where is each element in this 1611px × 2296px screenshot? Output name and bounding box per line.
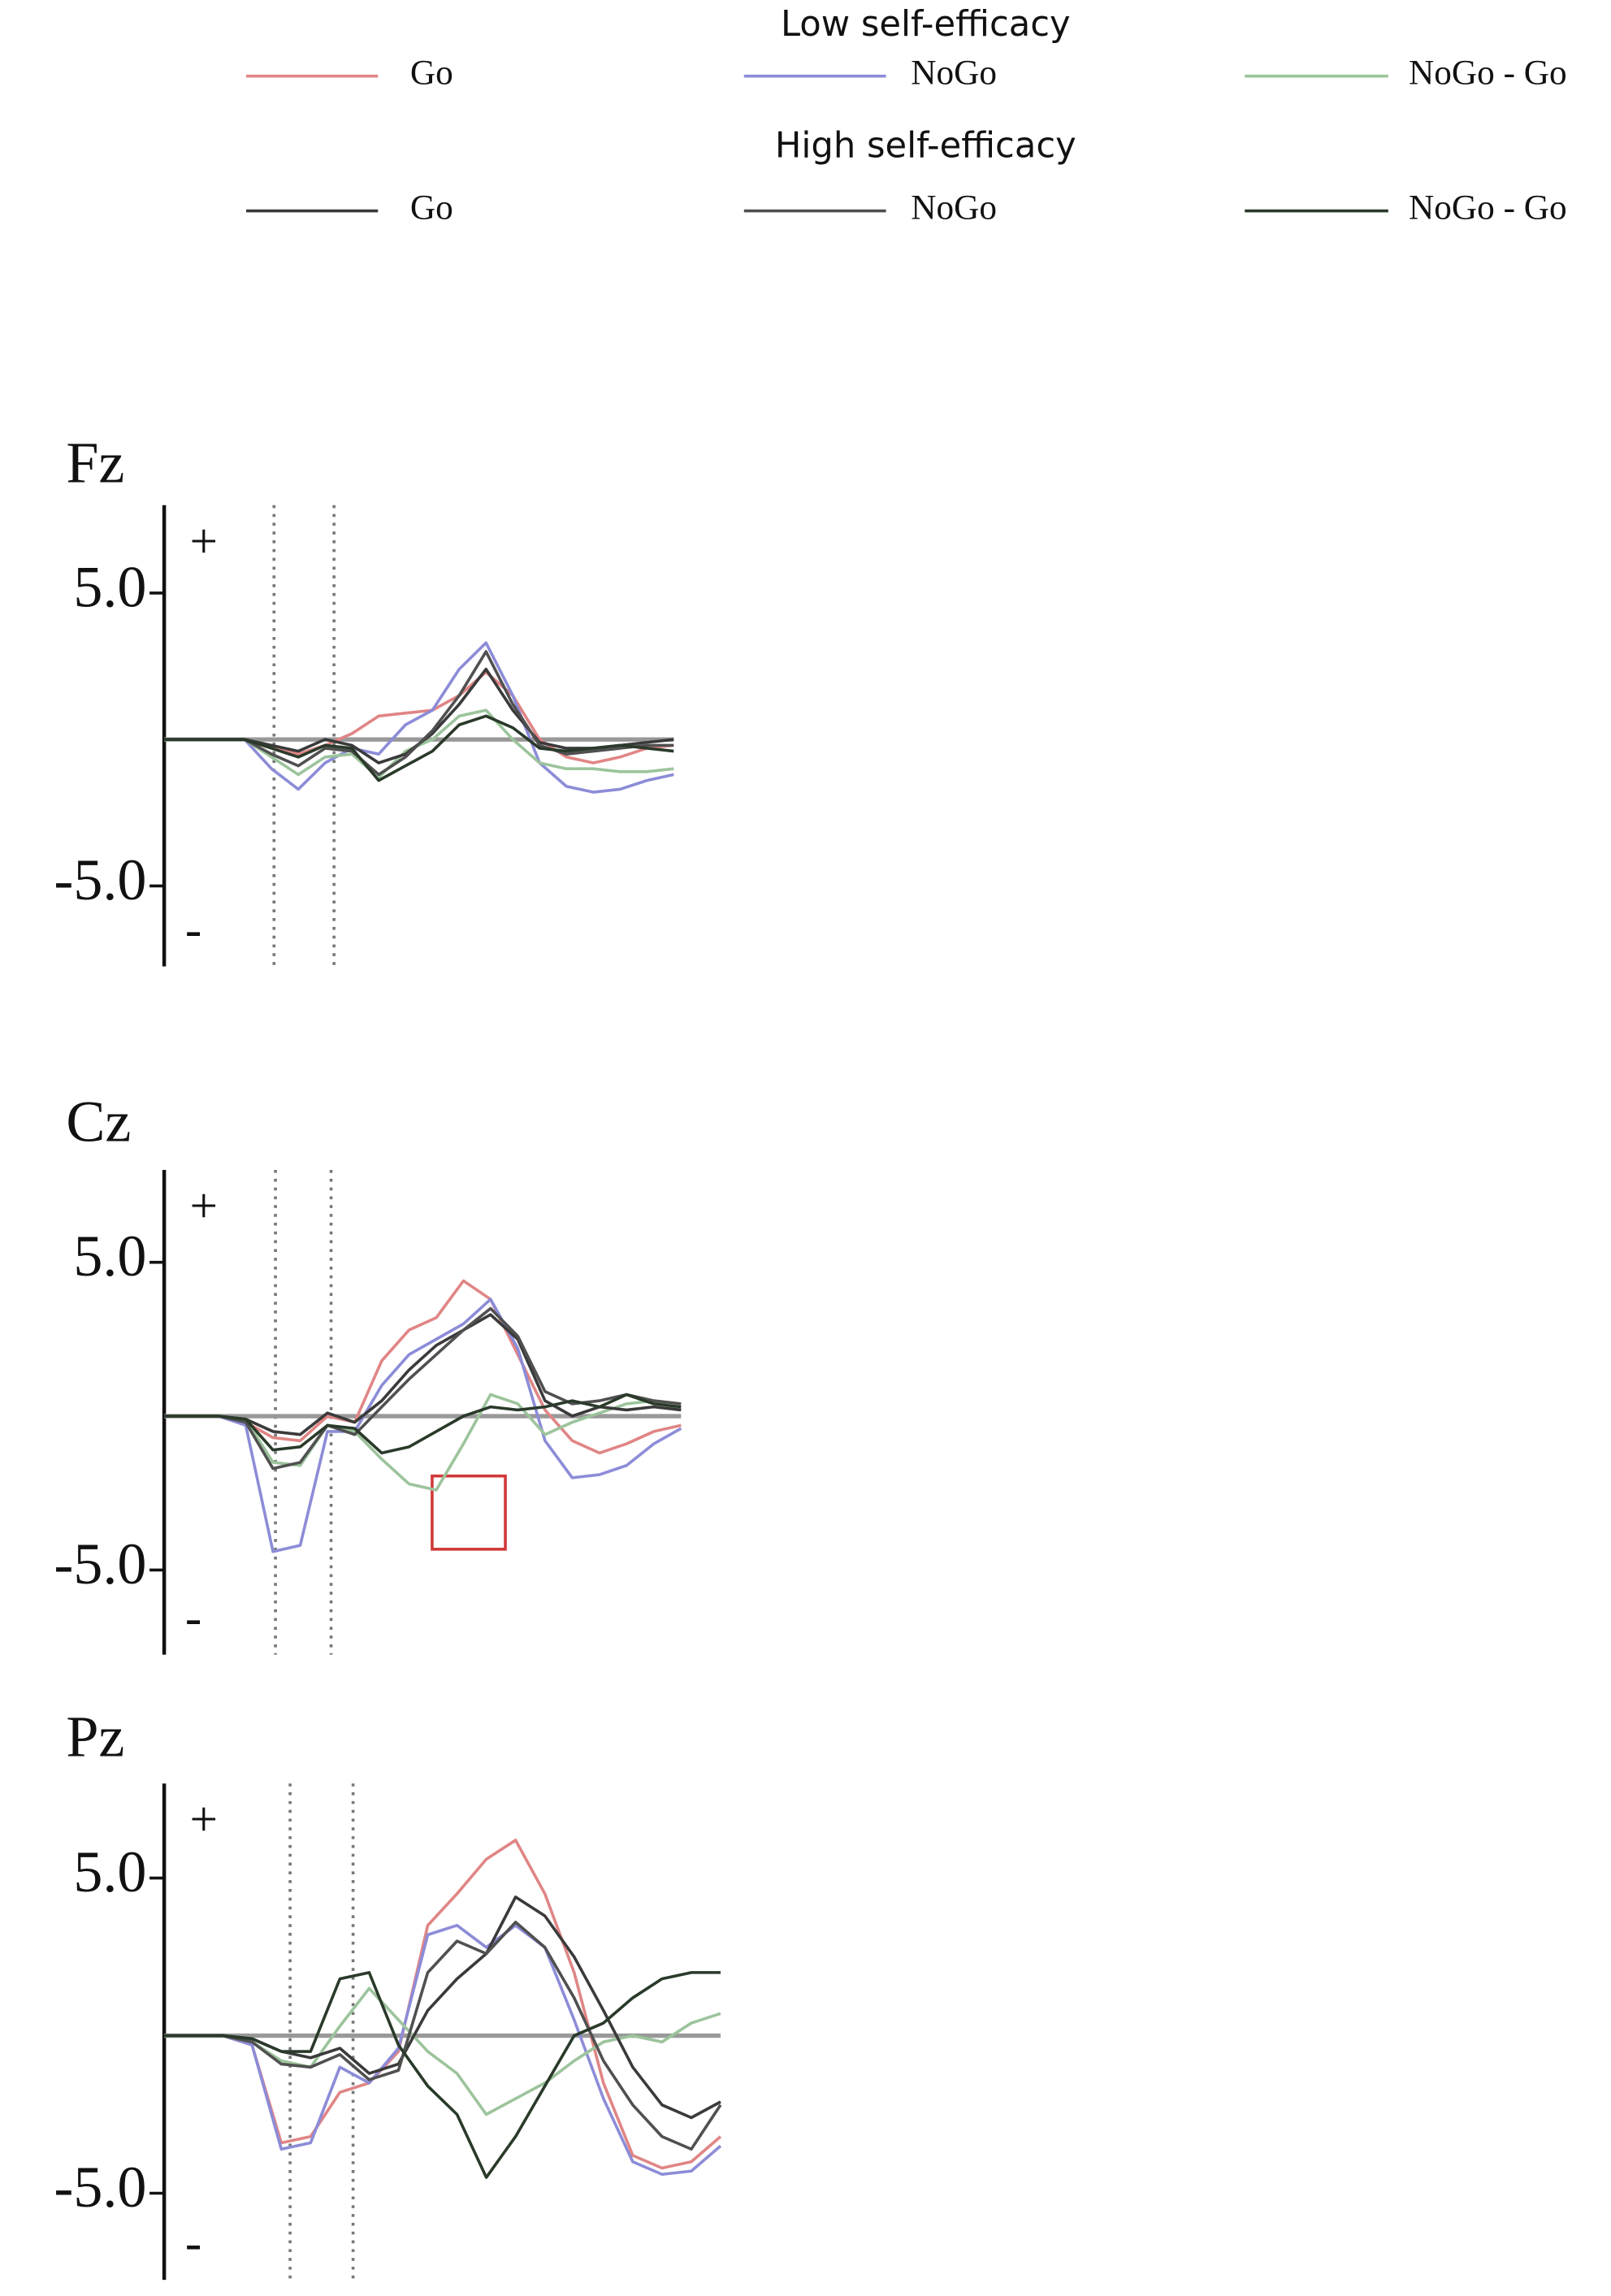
erp-line xyxy=(164,1313,682,1436)
erp-line xyxy=(164,1986,721,2116)
erp-line xyxy=(164,1924,722,2177)
y-tick-label: 5.0 xyxy=(73,1839,146,1904)
erp-line xyxy=(164,1297,682,1553)
neg-label: - xyxy=(185,1590,201,1645)
erp-line xyxy=(164,1306,682,1471)
erp-line xyxy=(164,1921,722,2151)
neg-label: - xyxy=(185,902,201,957)
y-tick-label: -5.0 xyxy=(54,847,146,912)
highlight-box xyxy=(431,1474,507,1551)
legend-label: NoGo xyxy=(911,188,997,227)
y-tick-label: -5.0 xyxy=(54,2155,146,2220)
legend-group-title: Low self-efficacy xyxy=(781,4,1071,45)
legend-label: Go xyxy=(410,188,453,227)
y-tick-label: 5.0 xyxy=(73,1224,146,1289)
pos-label: + xyxy=(189,513,218,569)
legend-label: NoGo xyxy=(911,54,997,93)
panel-title: Cz xyxy=(66,1089,131,1154)
erp-line xyxy=(164,1393,682,1455)
y-tick-label: 5.0 xyxy=(73,554,146,619)
legend-label: NoGo - Go xyxy=(1409,54,1567,93)
erp-line xyxy=(164,1393,682,1492)
pos-label: + xyxy=(189,1792,218,1848)
pos-label: + xyxy=(189,1179,218,1234)
erp-line xyxy=(164,1839,722,2170)
erp-line xyxy=(164,641,674,794)
erp-line xyxy=(164,714,674,782)
legend-label: Go xyxy=(410,54,453,93)
panel-title: Fz xyxy=(66,430,124,495)
legend-label: NoGo - Go xyxy=(1409,188,1567,227)
legend-group-title: High self-efficacy xyxy=(775,126,1076,167)
y-tick-label: -5.0 xyxy=(54,1531,146,1596)
panel-title: Pz xyxy=(66,1704,124,1769)
neg-label: - xyxy=(185,2216,201,2271)
erp-line xyxy=(164,1971,721,2179)
